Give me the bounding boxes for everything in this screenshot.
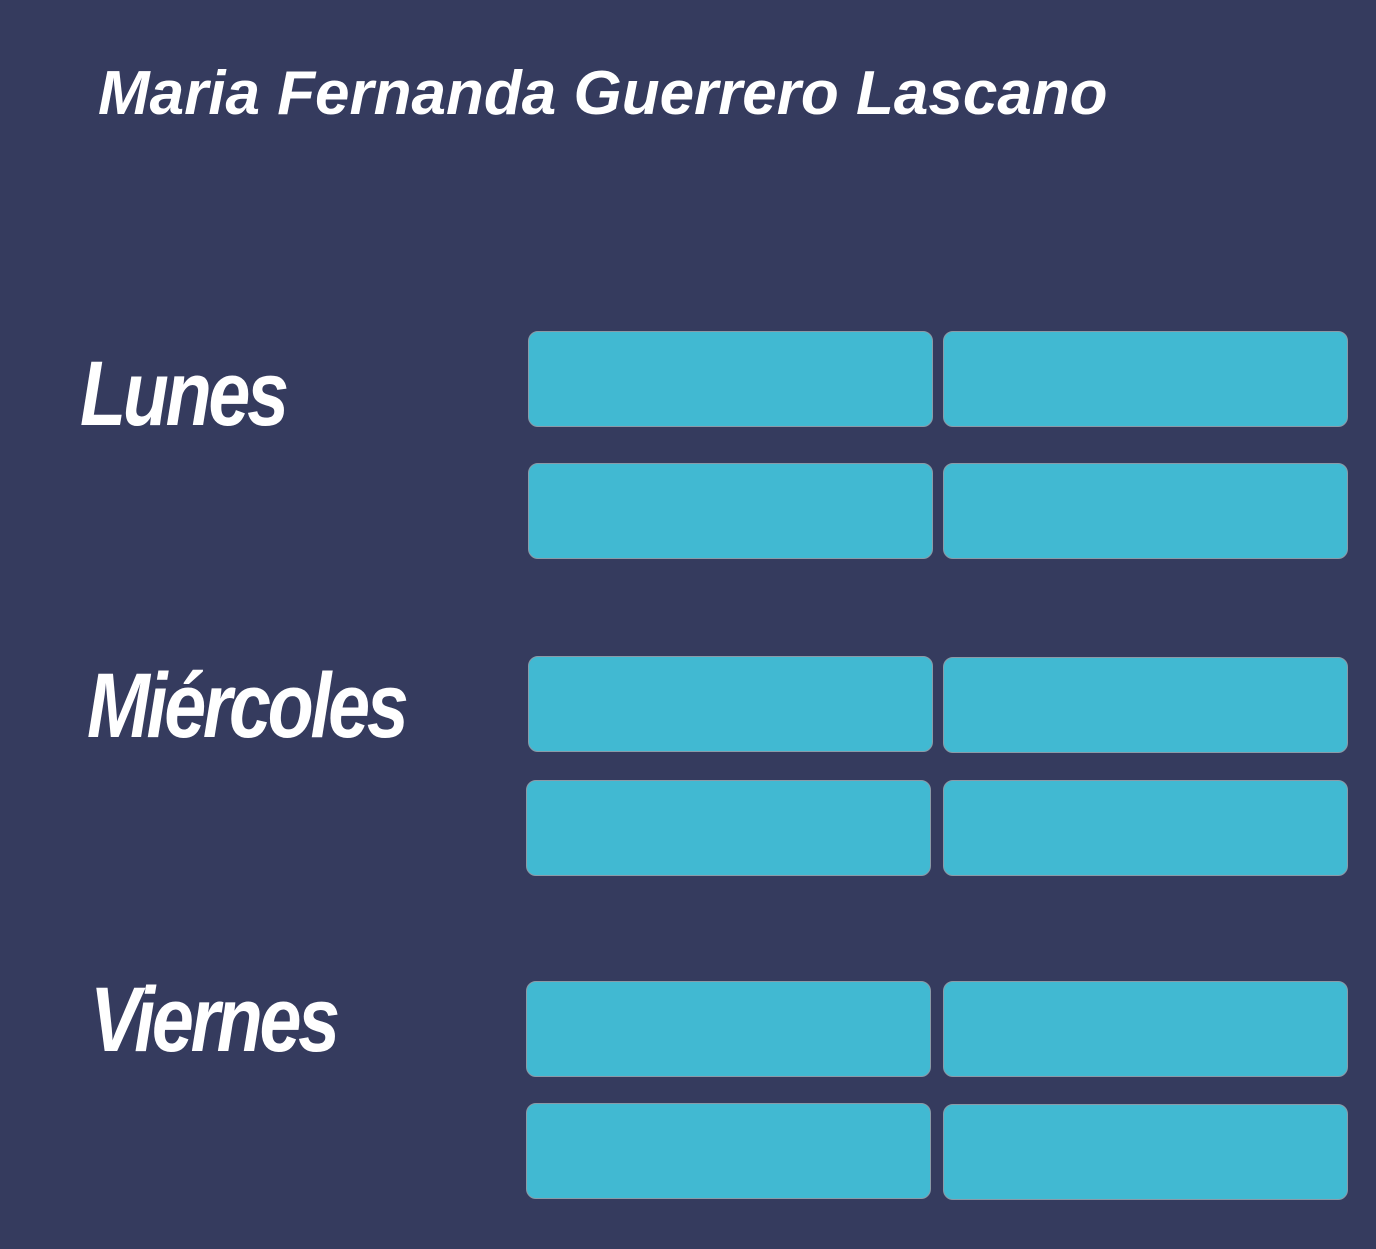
day-label-viernes: Viernes <box>90 969 340 1071</box>
slot-lunes-1[interactable] <box>528 331 933 427</box>
slot-miercoles-3[interactable] <box>526 780 931 876</box>
slot-lunes-3[interactable] <box>528 463 933 559</box>
slot-miercoles-1[interactable] <box>528 656 933 752</box>
day-label-lunes: Lunes <box>80 343 289 445</box>
slot-lunes-4[interactable] <box>943 463 1348 559</box>
slot-miercoles-4[interactable] <box>943 780 1348 876</box>
day-label-miercoles: Miércoles <box>87 655 409 757</box>
page-title: Maria Fernanda Guerrero Lascano <box>98 59 1108 128</box>
slot-viernes-1[interactable] <box>526 981 931 1077</box>
slot-miercoles-2[interactable] <box>943 657 1348 753</box>
slot-lunes-2[interactable] <box>943 331 1348 427</box>
slot-viernes-4[interactable] <box>943 1104 1348 1200</box>
slot-viernes-3[interactable] <box>526 1103 931 1199</box>
slot-viernes-2[interactable] <box>943 981 1348 1077</box>
